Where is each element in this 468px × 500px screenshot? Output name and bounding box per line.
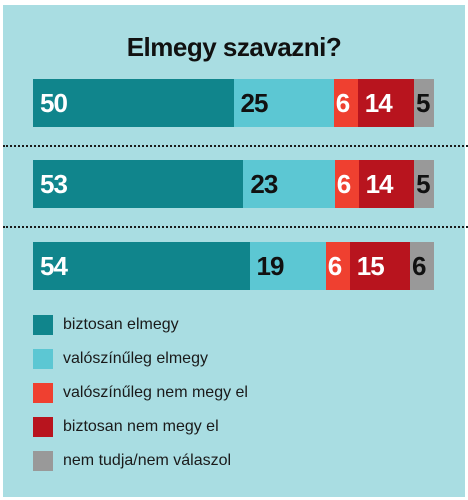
data-label: 15 (356, 251, 385, 281)
data-label: 6 (327, 251, 343, 281)
bar-segment: 50 (33, 79, 234, 127)
bar-segment: 14 (357, 79, 414, 127)
legend-swatch (33, 315, 53, 335)
data-label: 5 (416, 169, 431, 199)
bar-segment: 53 (33, 160, 244, 208)
bar-segment: 6 (334, 160, 359, 208)
legend-label: valószínűleg elmegy (63, 350, 208, 367)
data-label: 14 (365, 169, 394, 199)
row-divider (3, 226, 468, 228)
bar-segment: 19 (249, 242, 326, 290)
row-divider (3, 145, 468, 147)
data-label: 53 (40, 169, 68, 199)
chart-panel: Elmegy szavazni? 50 25 6 14 5 53 23 6 14 5 54 19 6 15… (3, 5, 468, 497)
legend-label: biztosan elmegy (63, 316, 179, 333)
data-label: 6 (411, 251, 427, 281)
data-label: 19 (256, 251, 285, 281)
bar-row: 53 23 6 14 5 (33, 160, 434, 208)
bar-segment: 6 (409, 242, 434, 290)
legend-label: nem tudja/nem válaszol (63, 452, 232, 469)
bar-segment: 15 (349, 242, 410, 290)
bar-row: 54 19 6 15 6 (33, 242, 434, 290)
data-label: 6 (335, 88, 351, 118)
bar-segment: 5 (413, 79, 434, 127)
legend-label: valószínűleg nem megy el (63, 384, 248, 401)
data-label: 23 (250, 169, 278, 199)
bar-segment: 6 (325, 242, 350, 290)
legend-item: biztosan elmegy (33, 314, 179, 336)
legend-swatch (33, 451, 53, 471)
bar-segment: 25 (233, 79, 334, 127)
data-label: 5 (415, 88, 431, 118)
legend-item: nem tudja/nem válaszol (33, 450, 231, 472)
legend-swatch (33, 349, 53, 369)
legend-item: biztosan nem megy el (33, 416, 219, 438)
legend-item: valószínűleg elmegy (33, 348, 208, 370)
legend-swatch (33, 383, 53, 403)
bar-row: 50 25 6 14 5 (33, 79, 434, 127)
bar-segment: 23 (243, 160, 335, 208)
data-label: 25 (240, 88, 269, 118)
legend-item: valószínűleg nem megy el (33, 382, 248, 404)
data-label: 50 (40, 88, 68, 118)
bar-segment: 5 (414, 160, 434, 208)
data-label: 54 (40, 251, 68, 281)
bar-segment: 54 (33, 242, 250, 290)
data-label: 6 (336, 169, 352, 199)
chart-title: Elmegy szavazni? (126, 32, 342, 62)
data-label: 14 (364, 88, 393, 118)
legend-label: biztosan nem megy el (63, 418, 219, 435)
bar-segment: 6 (333, 79, 358, 127)
legend-swatch (33, 417, 53, 437)
bar-segment: 14 (358, 160, 415, 208)
